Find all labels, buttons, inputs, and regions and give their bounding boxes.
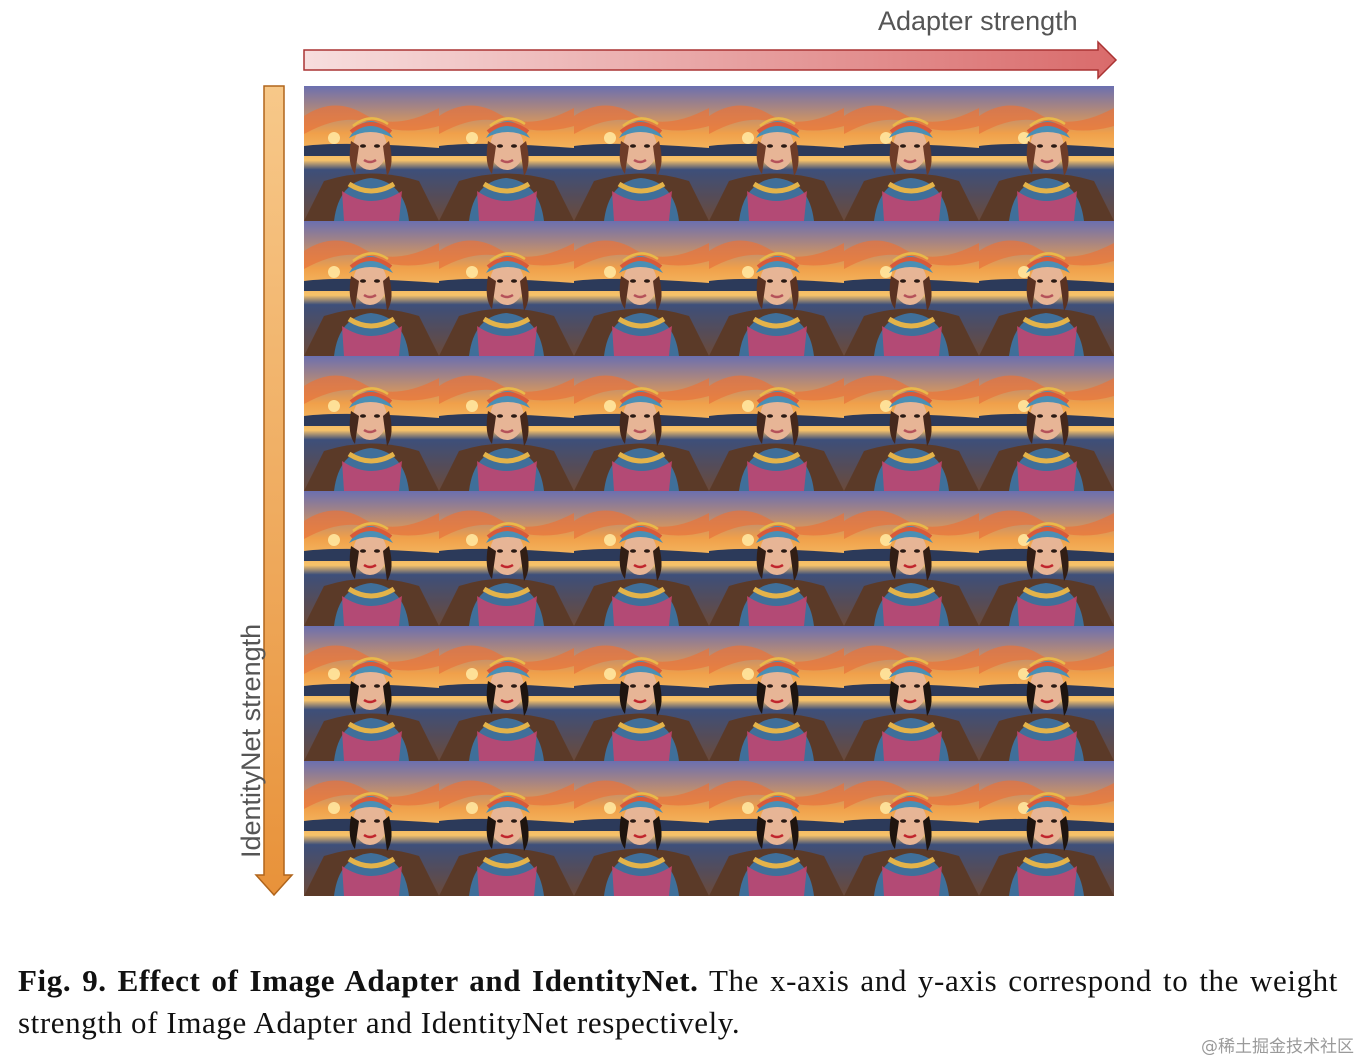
portrait-image (439, 626, 574, 761)
portrait-image (574, 761, 709, 896)
portrait-image (979, 491, 1114, 626)
portrait-image (979, 221, 1114, 356)
portrait-image (439, 221, 574, 356)
adapter-strength-arrow (303, 40, 1118, 80)
portrait-image (304, 491, 439, 626)
watermark: @稀土掘金技术社区 (1201, 1037, 1354, 1057)
portrait-image (574, 491, 709, 626)
portrait-image (304, 356, 439, 491)
portrait-image (844, 86, 979, 221)
portrait-image (844, 356, 979, 491)
portrait-image (844, 221, 979, 356)
portrait-image (304, 761, 439, 896)
y-axis-label: IdentityNet strength (236, 623, 266, 858)
portrait-image (709, 356, 844, 491)
caption-lead: Fig. 9. Effect of Image Adapter and Iden… (18, 963, 699, 998)
portrait-image (439, 491, 574, 626)
portrait-image (304, 86, 439, 221)
figure-caption: Fig. 9. Effect of Image Adapter and Iden… (18, 960, 1338, 1044)
portrait-image (574, 86, 709, 221)
portrait-image (979, 356, 1114, 491)
portrait-image (574, 221, 709, 356)
caption-body: The x-axis and y-axis correspond to the … (18, 963, 1338, 1040)
portrait-image (439, 761, 574, 896)
portrait-image (439, 356, 574, 491)
portrait-image (304, 626, 439, 761)
portrait-image (979, 626, 1114, 761)
portrait-image (709, 761, 844, 896)
image-grid (304, 86, 1114, 896)
portrait-image (304, 221, 439, 356)
x-axis-label: Adapter strength (878, 6, 1078, 36)
portrait-image (709, 626, 844, 761)
portrait-image (709, 221, 844, 356)
portrait-image (574, 626, 709, 761)
portrait-image (844, 626, 979, 761)
portrait-image (979, 86, 1114, 221)
portrait-image (709, 491, 844, 626)
identitynet-strength-arrow (254, 85, 294, 897)
portrait-image (439, 86, 574, 221)
portrait-image (844, 491, 979, 626)
portrait-image (709, 86, 844, 221)
portrait-image (574, 356, 709, 491)
portrait-image (844, 761, 979, 896)
portrait-image (979, 761, 1114, 896)
